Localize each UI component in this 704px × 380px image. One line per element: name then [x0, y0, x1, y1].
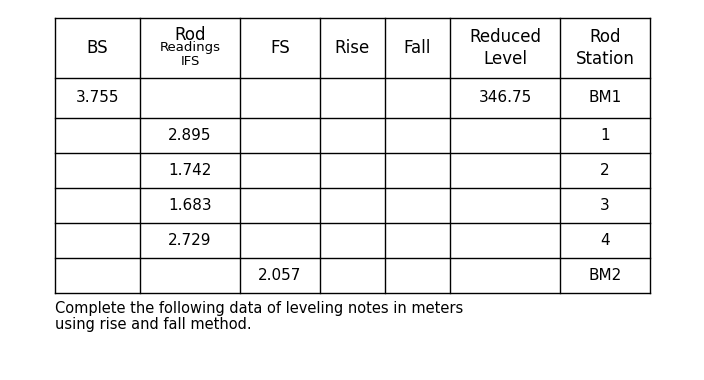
- Text: 2.057: 2.057: [258, 268, 302, 283]
- Text: using rise and fall method.: using rise and fall method.: [55, 318, 251, 332]
- Text: Station: Station: [576, 50, 634, 68]
- Text: Rise: Rise: [335, 39, 370, 57]
- Text: Reduced: Reduced: [469, 28, 541, 46]
- Text: BS: BS: [87, 39, 108, 57]
- Text: BM2: BM2: [589, 268, 622, 283]
- Text: 1.683: 1.683: [168, 198, 212, 213]
- Text: BM1: BM1: [589, 90, 622, 106]
- Text: Rod: Rod: [589, 28, 621, 46]
- Text: 2.729: 2.729: [168, 233, 212, 248]
- Text: FS: FS: [270, 39, 290, 57]
- Text: IFS: IFS: [180, 55, 200, 68]
- Text: 3: 3: [600, 198, 610, 213]
- Text: 346.75: 346.75: [479, 90, 532, 106]
- Text: Complete the following data of leveling notes in meters: Complete the following data of leveling …: [55, 301, 463, 315]
- Text: 2: 2: [601, 163, 610, 178]
- Text: 3.755: 3.755: [76, 90, 119, 106]
- Text: 1.742: 1.742: [168, 163, 212, 178]
- Text: Level: Level: [483, 50, 527, 68]
- Text: 4: 4: [601, 233, 610, 248]
- Text: Rod: Rod: [175, 26, 206, 44]
- Text: Fall: Fall: [404, 39, 431, 57]
- Text: 1: 1: [601, 128, 610, 143]
- Text: 2.895: 2.895: [168, 128, 212, 143]
- Text: Readings: Readings: [160, 41, 220, 54]
